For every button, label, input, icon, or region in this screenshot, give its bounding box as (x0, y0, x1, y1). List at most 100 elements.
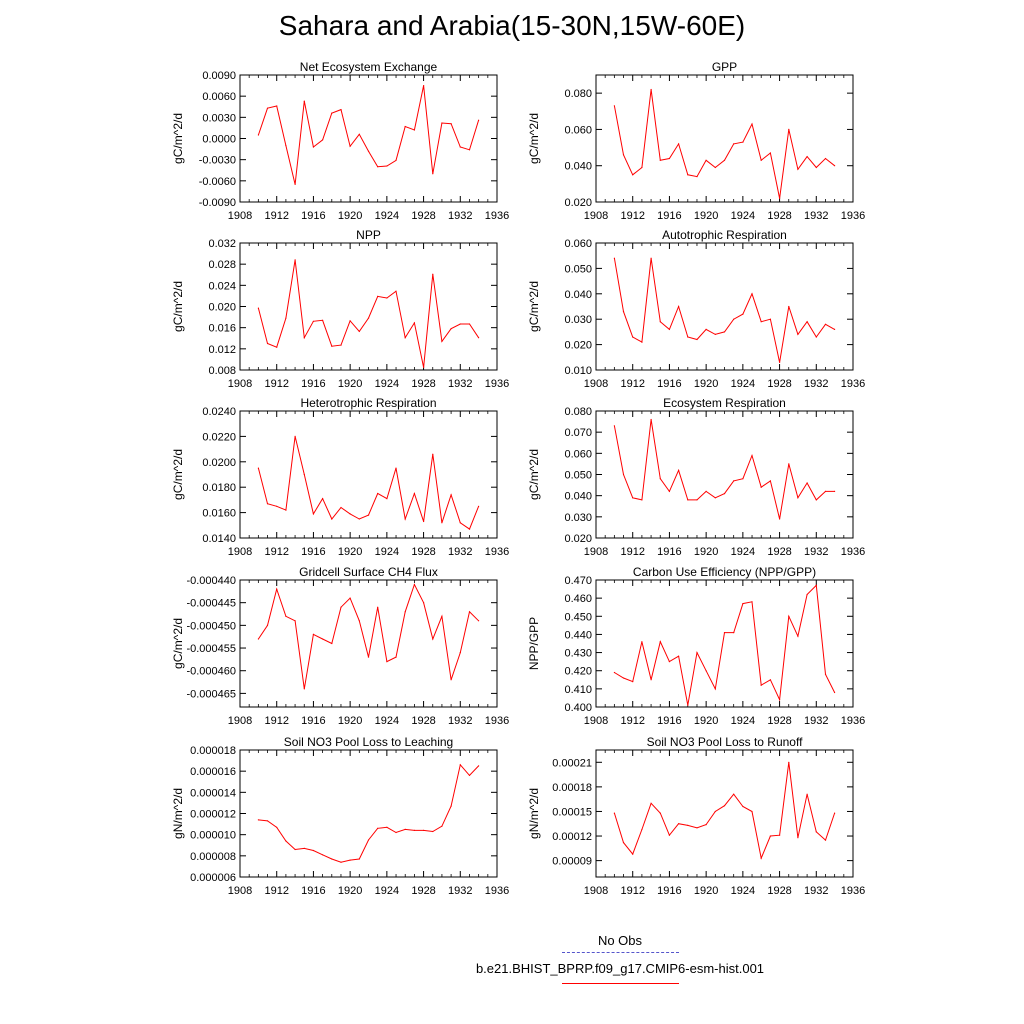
data-point (632, 853, 634, 855)
data-point (395, 467, 397, 469)
data-point (696, 652, 698, 654)
data-point (395, 831, 397, 834)
x-tick-label: 1928 (767, 210, 791, 222)
x-tick-label: 1920 (338, 546, 362, 558)
x-tick-label: 1924 (731, 378, 755, 390)
panel-7: Carbon Use Efficiency (NPP/GPP) NPP/GPP 19… (527, 565, 865, 727)
data-point (303, 473, 305, 476)
data-point (349, 513, 351, 515)
y-tick-label: 0.000012 (190, 809, 236, 821)
panel-title: Autotrophic Respiration (662, 228, 787, 242)
data-point (331, 345, 333, 347)
data-point (340, 606, 342, 608)
x-tick-label: 1928 (767, 885, 791, 897)
data-point (367, 317, 370, 319)
data-point (733, 143, 735, 145)
data-point (367, 839, 370, 841)
data-point (441, 340, 443, 342)
data-point (668, 661, 671, 663)
data-point (285, 509, 287, 511)
data-point (312, 633, 314, 636)
y-tick-label: 0.430 (564, 648, 592, 660)
x-tick-label: 1920 (338, 715, 362, 727)
data-point (806, 793, 808, 795)
data-point (468, 323, 471, 325)
data-point (806, 156, 808, 158)
legend-obs-line (562, 952, 679, 953)
data-point (760, 857, 762, 859)
panel-title: Heterotrophic Respiration (300, 396, 436, 410)
panel-3: Autotrophic Respiration gC/m^2/d 1908 1912 1… (527, 228, 865, 390)
data-point (678, 305, 680, 308)
data-point (714, 166, 716, 169)
data-point (824, 157, 827, 160)
x-tick-label: 1924 (375, 546, 399, 558)
x-tick-label: 1912 (264, 546, 288, 558)
y-tick-label: 0.030 (564, 314, 592, 326)
data-point (705, 670, 707, 672)
x-tick-label: 1908 (228, 378, 252, 390)
data-point (622, 677, 625, 679)
data-point (478, 337, 480, 339)
x-tick-label: 1920 (694, 210, 718, 222)
data-point (404, 337, 406, 339)
data-point (714, 497, 716, 499)
x-tick-label: 1936 (485, 210, 509, 222)
y-tick-label: 0.020 (564, 533, 592, 545)
data-point (742, 603, 744, 605)
data-point (386, 498, 388, 500)
x-tick-label: 1924 (731, 210, 755, 222)
data-point (613, 257, 616, 259)
data-point (358, 330, 360, 332)
x-tick-label: 1928 (767, 378, 791, 390)
y-tick-label: 0.00021 (552, 757, 592, 769)
data-point (613, 671, 616, 674)
data-point (834, 691, 836, 694)
x-tick-label: 1920 (694, 715, 718, 727)
data-point (423, 520, 425, 523)
x-tick-label: 1916 (657, 885, 681, 897)
plot-frame (239, 74, 498, 203)
data-point (714, 810, 716, 813)
data-point (678, 143, 680, 145)
x-tick-label: 1912 (620, 715, 644, 727)
data-point (450, 805, 452, 807)
data-point (751, 293, 753, 295)
data-point (788, 761, 790, 763)
x-tick-label: 1920 (338, 378, 362, 390)
x-tick-label: 1936 (841, 715, 865, 727)
data-point (441, 522, 443, 524)
y-tick-label: -0.000455 (186, 643, 236, 655)
data-point (294, 620, 296, 622)
data-point (797, 497, 799, 499)
panel-9: Soil NO3 Pool Loss to Runoff gN/m^2/d 1908… (527, 735, 865, 897)
data-point (386, 826, 388, 828)
panel-title: NPP (356, 228, 381, 242)
y-tick-label: 0.030 (564, 512, 592, 524)
data-point (834, 165, 836, 167)
data-point (824, 490, 827, 492)
data-point (824, 323, 827, 325)
data-point (742, 805, 744, 808)
data-point (468, 528, 471, 530)
x-tick-label: 1932 (804, 546, 828, 558)
y-tick-label: 0.080 (564, 406, 592, 418)
x-tick-label: 1908 (228, 885, 252, 897)
data-point (641, 499, 643, 501)
data-point (779, 834, 781, 836)
y-tick-label: 0.020 (208, 302, 236, 314)
data-point (834, 490, 836, 492)
y-tick-label: 0.000008 (190, 851, 236, 863)
data-point (659, 159, 661, 161)
data-point (622, 473, 625, 476)
x-tick-label: 1928 (411, 885, 435, 897)
data-point (687, 174, 689, 176)
data-point (340, 506, 342, 509)
data-point (742, 478, 744, 480)
data-point (733, 480, 735, 482)
y-tick-label: 0.000010 (190, 830, 236, 842)
data-point (285, 615, 287, 617)
data-point (733, 632, 735, 634)
x-tick-label: 1912 (620, 546, 644, 558)
data-point (312, 849, 314, 852)
